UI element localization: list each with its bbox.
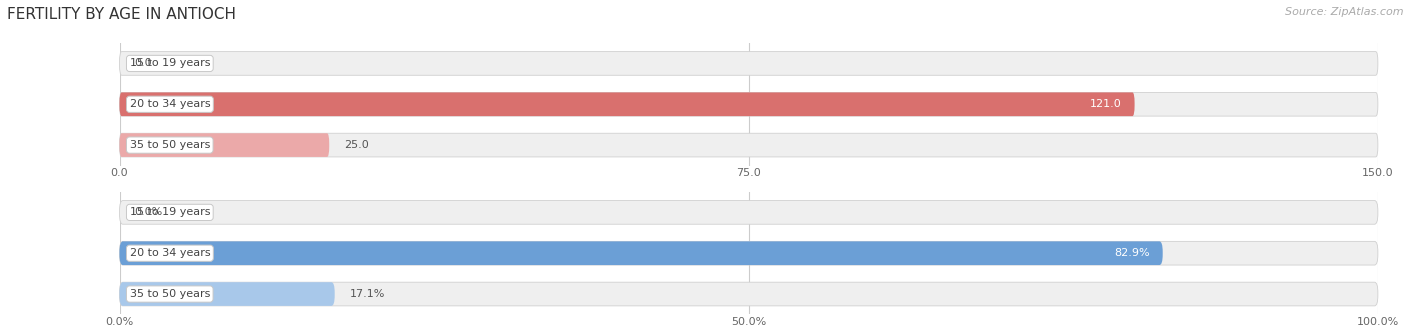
FancyBboxPatch shape [120,133,329,157]
FancyBboxPatch shape [120,133,1378,157]
Text: 20 to 34 years: 20 to 34 years [129,248,211,258]
FancyBboxPatch shape [120,282,1378,306]
Text: 15 to 19 years: 15 to 19 years [129,208,209,217]
Text: 35 to 50 years: 35 to 50 years [129,289,209,299]
Text: 82.9%: 82.9% [1115,248,1150,258]
Text: FERTILITY BY AGE IN ANTIOCH: FERTILITY BY AGE IN ANTIOCH [7,7,236,22]
FancyBboxPatch shape [120,241,1163,265]
Text: 0.0%: 0.0% [135,208,163,217]
Text: 25.0: 25.0 [344,140,370,150]
FancyBboxPatch shape [120,92,1135,116]
FancyBboxPatch shape [120,241,1378,265]
Text: 0.0: 0.0 [135,59,152,69]
FancyBboxPatch shape [120,201,1378,224]
Text: 17.1%: 17.1% [350,289,385,299]
Text: 15 to 19 years: 15 to 19 years [129,59,209,69]
FancyBboxPatch shape [120,52,1378,75]
FancyBboxPatch shape [120,92,1378,116]
FancyBboxPatch shape [120,282,335,306]
Text: 121.0: 121.0 [1090,99,1122,109]
Text: Source: ZipAtlas.com: Source: ZipAtlas.com [1285,7,1403,17]
Text: 20 to 34 years: 20 to 34 years [129,99,211,109]
Text: 35 to 50 years: 35 to 50 years [129,140,209,150]
